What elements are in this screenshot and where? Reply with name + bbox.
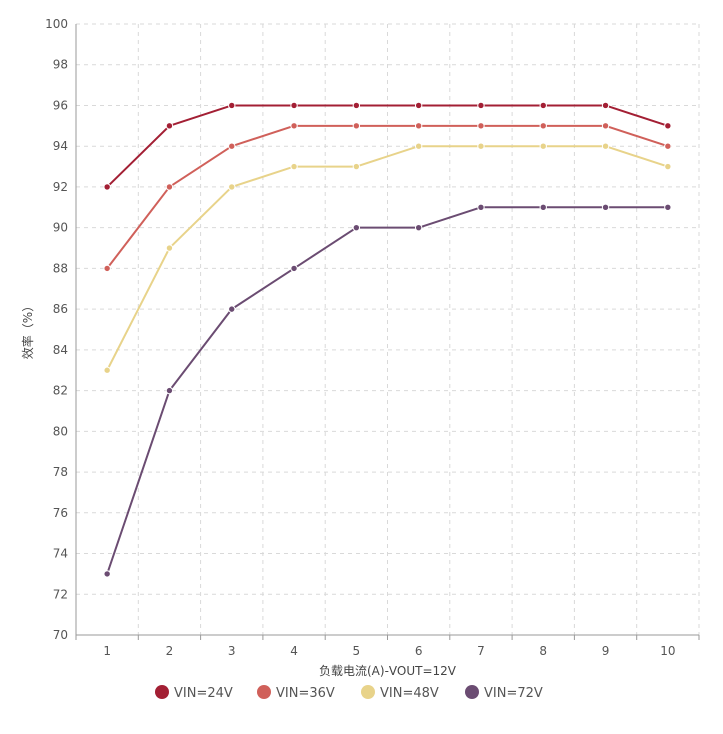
data-point[interactable] (601, 142, 610, 150)
x-tick-label: 2 (166, 644, 174, 658)
data-point[interactable] (477, 142, 485, 150)
data-point[interactable] (352, 101, 361, 110)
legend-marker (465, 685, 479, 699)
data-point[interactable] (165, 122, 174, 130)
legend-label: VIN=24V (174, 686, 233, 701)
y-tick-label: 82 (53, 384, 68, 398)
axes (75, 24, 700, 640)
data-point[interactable] (228, 305, 236, 313)
y-tick-label: 80 (53, 424, 68, 438)
y-tick-label: 90 (53, 221, 68, 235)
x-tick-label: 1 (103, 644, 111, 658)
data-point[interactable] (165, 244, 174, 252)
data-point[interactable] (601, 203, 610, 212)
data-point[interactable] (539, 203, 547, 212)
x-tick-label: 9 (602, 644, 610, 658)
x-axis-title: 负载电流(A)-VOUT=12V (319, 664, 457, 678)
data-point[interactable] (601, 122, 610, 130)
legend-item-2[interactable]: VIN=48V (361, 685, 439, 701)
data-point[interactable] (352, 223, 361, 232)
series-0 (103, 101, 672, 191)
x-tick-labels: 1 2 3 4 5 6 7 8 9 10 (103, 644, 675, 658)
grid (76, 23, 700, 635)
data-point[interactable] (165, 183, 174, 191)
series-3 (103, 203, 672, 578)
y-tick-label: 96 (53, 98, 68, 112)
data-point[interactable] (539, 101, 547, 110)
data-point[interactable] (103, 366, 111, 374)
x-tick-label: 6 (415, 644, 423, 658)
legend-label: VIN=48V (380, 686, 439, 701)
data-point[interactable] (165, 386, 174, 395)
legend-label: VIN=36V (276, 686, 335, 701)
data-point[interactable] (228, 183, 236, 191)
x-tick-label: 4 (290, 644, 298, 658)
data-point[interactable] (103, 264, 111, 273)
data-point[interactable] (352, 162, 361, 171)
series-1 (103, 122, 672, 273)
data-point[interactable] (414, 142, 423, 150)
series-line (106, 124, 669, 270)
data-point[interactable] (664, 162, 672, 171)
x-tick-label: 8 (539, 644, 547, 658)
data-point[interactable] (477, 122, 485, 130)
data-point[interactable] (414, 122, 423, 130)
data-point[interactable] (601, 101, 610, 110)
legend-item-0[interactable]: VIN=24V (155, 685, 233, 701)
y-tick-label: 86 (53, 302, 68, 316)
data-point[interactable] (664, 203, 672, 212)
y-axis-title: 效率（%） (20, 300, 35, 359)
x-tick-label: 7 (477, 644, 485, 658)
data-point[interactable] (290, 264, 298, 273)
legend-marker (257, 685, 271, 699)
data-point[interactable] (290, 162, 298, 171)
y-tick-label: 88 (53, 261, 68, 275)
legend-item-3[interactable]: VIN=72V (465, 685, 543, 701)
data-point[interactable] (539, 122, 547, 130)
data-point[interactable] (290, 122, 298, 130)
y-tick-label: 72 (53, 587, 68, 601)
data-point[interactable] (290, 101, 298, 110)
data-point[interactable] (664, 142, 672, 150)
y-tick-label: 70 (53, 628, 68, 642)
data-point[interactable] (103, 183, 111, 191)
y-tick-label: 74 (53, 547, 68, 561)
legend-label: VIN=72V (484, 686, 543, 701)
x-tick-label: 3 (228, 644, 236, 658)
y-tick-label: 84 (53, 343, 68, 357)
data-point[interactable] (539, 142, 547, 150)
series-line (106, 145, 669, 371)
y-tick-label: 78 (53, 465, 68, 479)
y-tick-label: 98 (53, 58, 68, 72)
series-line (106, 104, 669, 188)
y-tick-label: 92 (53, 180, 68, 194)
y-tick-labels: 70 72 74 76 78 80 82 84 86 88 90 92 94 96 98 100 (45, 17, 68, 642)
series-lines (103, 101, 672, 578)
legend-item-1[interactable]: VIN=36V (257, 685, 335, 701)
series-line (106, 206, 668, 575)
data-point[interactable] (477, 203, 485, 212)
y-tick-label: 94 (53, 139, 68, 153)
data-point[interactable] (414, 223, 423, 232)
x-tick-label: 5 (353, 644, 361, 658)
data-point[interactable] (103, 570, 111, 578)
data-point[interactable] (228, 101, 236, 110)
data-point[interactable] (477, 101, 485, 110)
legend-marker (155, 685, 169, 699)
data-point[interactable] (664, 122, 672, 130)
legend-marker (361, 685, 375, 699)
y-tick-label: 76 (53, 506, 68, 520)
data-point[interactable] (228, 142, 236, 150)
x-tick-label: 10 (660, 644, 675, 658)
y-tick-label: 100 (45, 17, 68, 31)
series-2 (103, 142, 672, 374)
data-point[interactable] (352, 122, 361, 130)
data-point[interactable] (414, 101, 423, 110)
legend: VIN=24V VIN=36V VIN=48V VIN=72V (155, 685, 543, 701)
